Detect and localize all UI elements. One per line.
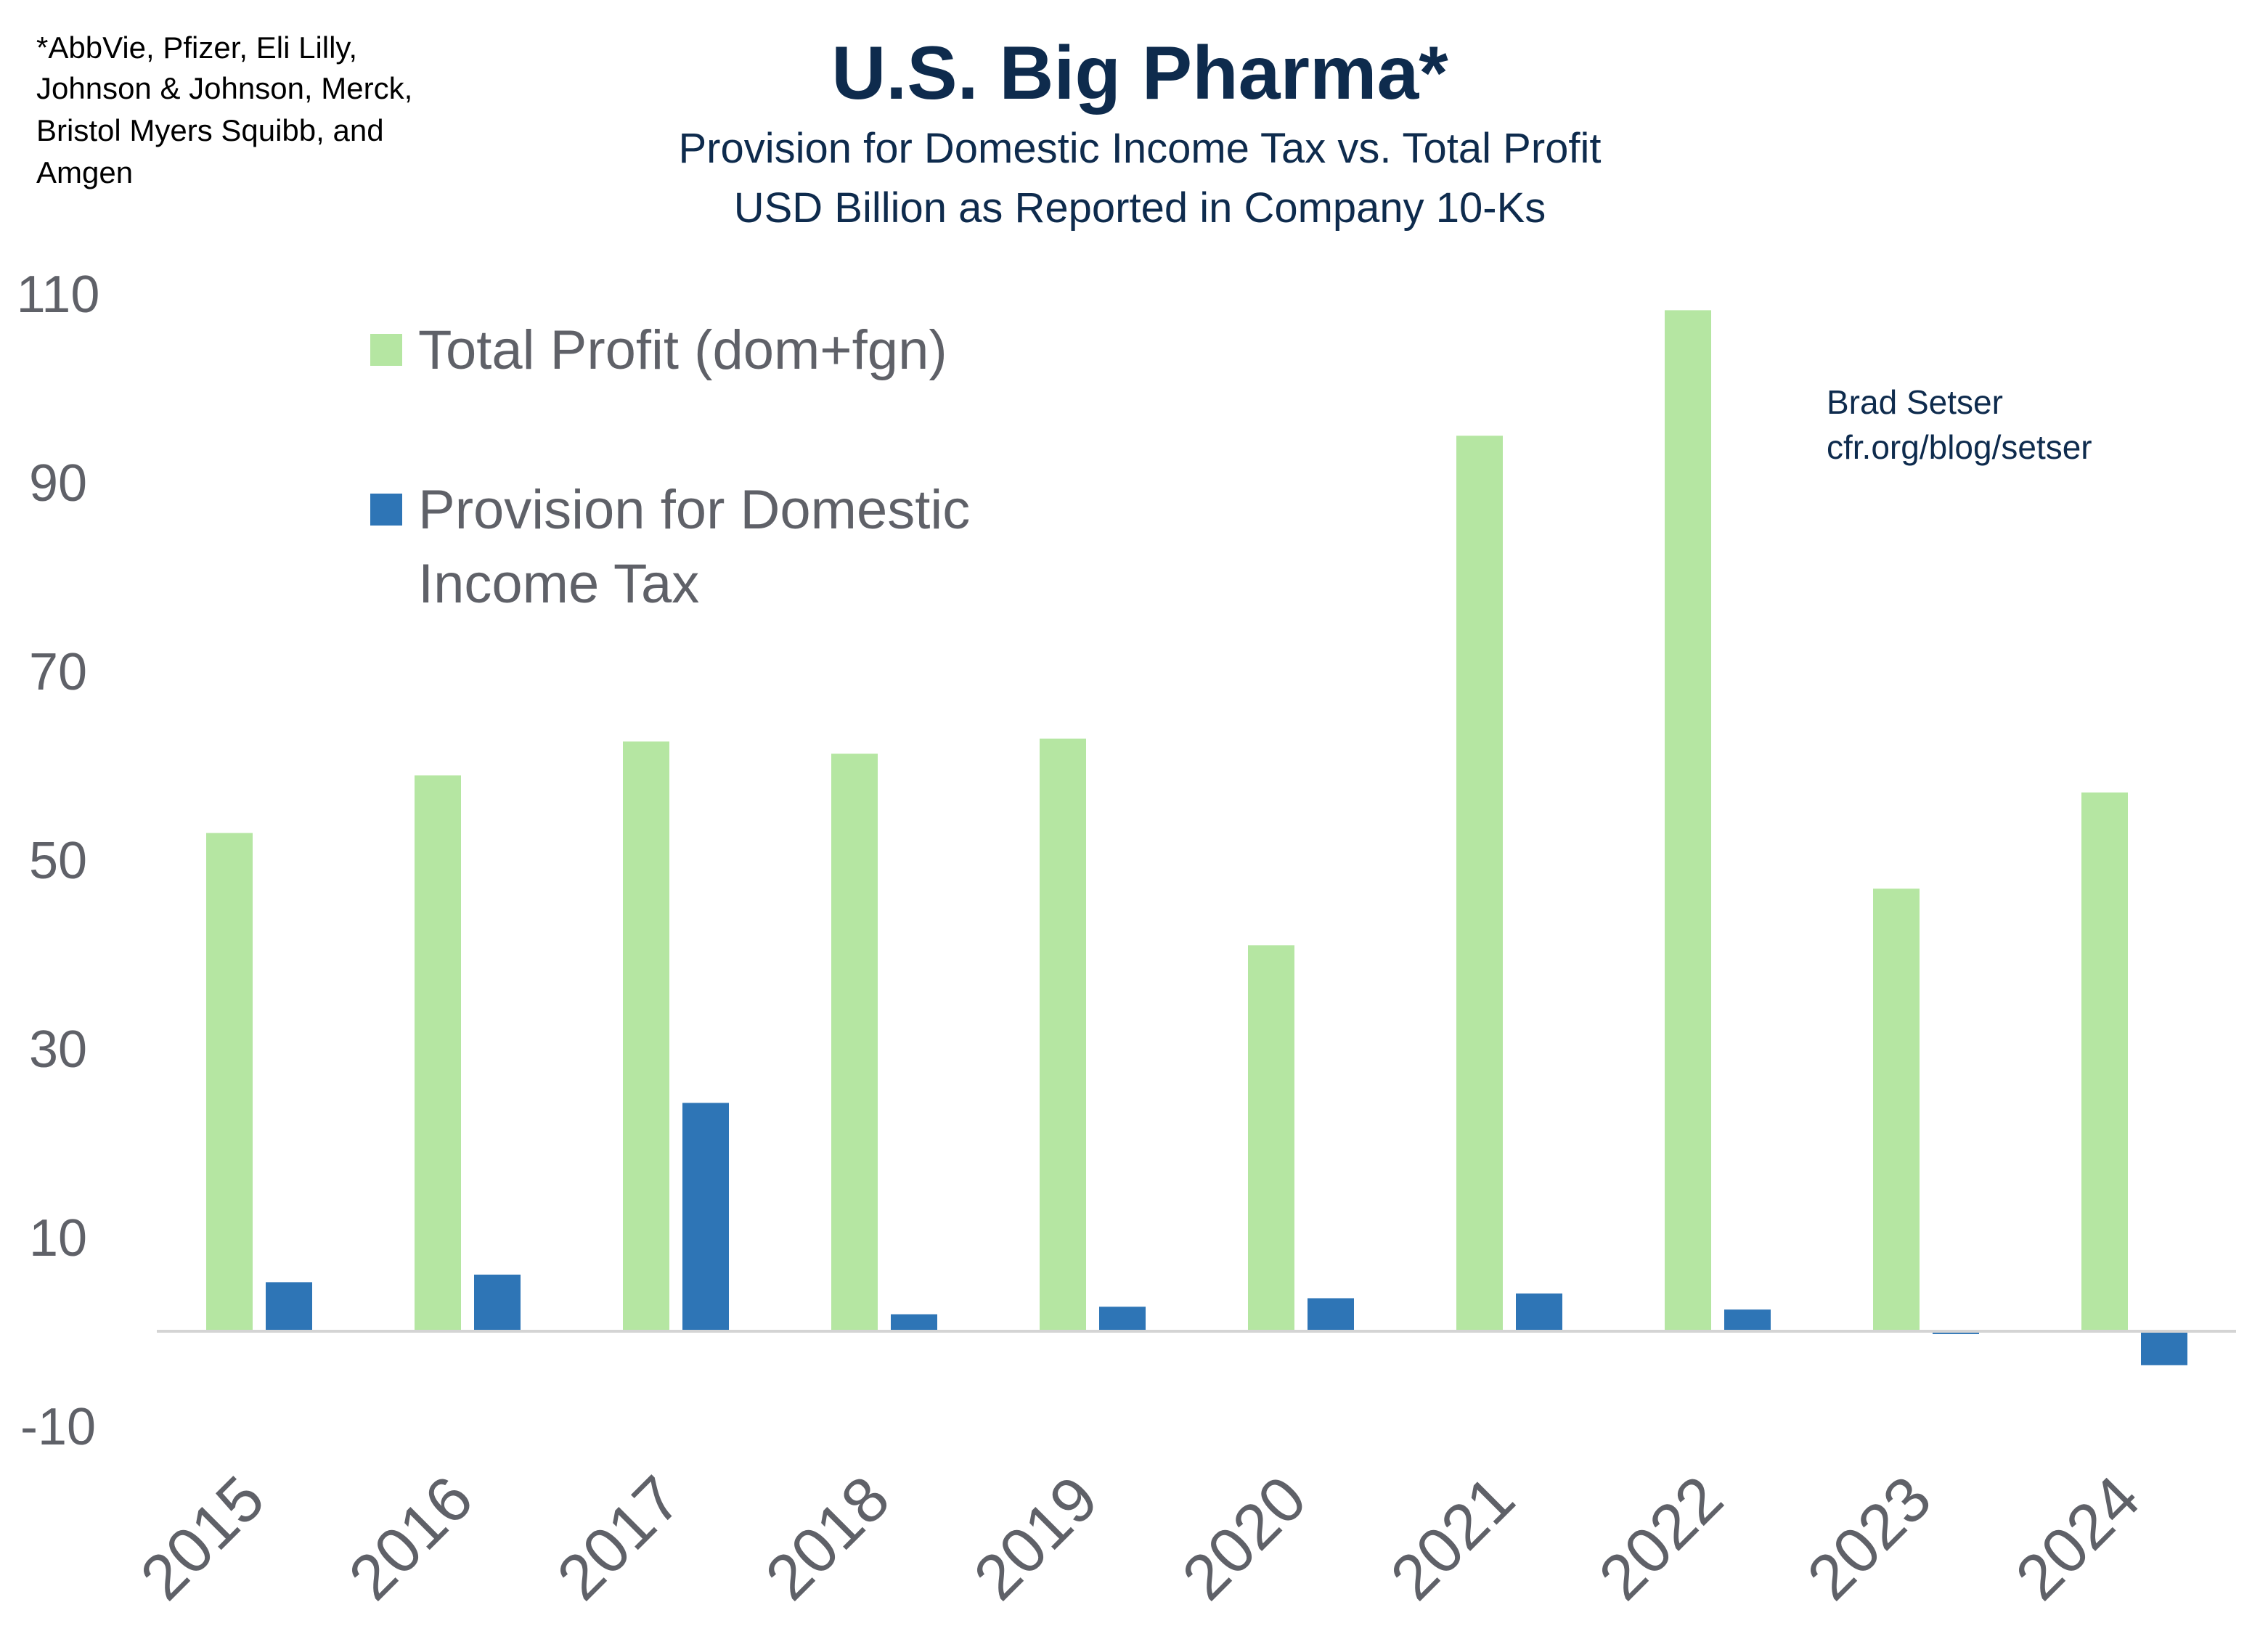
y-tick-label: 70 xyxy=(29,643,87,701)
x-tick-label: 2024 xyxy=(2002,1462,2153,1613)
y-axis: 110 90 70 50 30 10 -10 xyxy=(17,266,100,1456)
bar-tax-provision-2024 xyxy=(2141,1331,2187,1365)
bar-total-profit-2020 xyxy=(1248,945,1294,1331)
author-name: Brad Setser xyxy=(1827,383,2003,421)
bar-total-profit-2018 xyxy=(831,753,878,1331)
chart-subtitle: USD Billion as Reported in Company 10-Ks xyxy=(734,184,1546,232)
bar-total-profit-2023 xyxy=(1873,888,1920,1331)
chart-subtitle: Provision for Domestic Income Tax vs. To… xyxy=(678,125,1601,172)
legend-label-tax: Income Tax xyxy=(418,553,699,615)
bar-total-profit-2022 xyxy=(1665,310,1711,1331)
author-url: cfr.org/blog/setser xyxy=(1827,428,2092,466)
bar-total-profit-2019 xyxy=(1040,738,1086,1331)
x-tick-label: 2017 xyxy=(543,1462,694,1613)
x-tick-label: 2018 xyxy=(751,1462,902,1613)
bar-total-profit-2015 xyxy=(206,833,253,1331)
bar-total-profit-2016 xyxy=(415,775,461,1331)
y-tick-label: 50 xyxy=(29,832,87,890)
x-tick-label: 2022 xyxy=(1585,1462,1736,1613)
bar-tax-provision-2015 xyxy=(266,1282,312,1331)
x-tick-label: 2023 xyxy=(1793,1462,1944,1613)
x-tick-label: 2020 xyxy=(1168,1462,1319,1613)
footnote-line: Bristol Myers Squibb, and xyxy=(36,113,384,147)
footnote-line: Amgen xyxy=(36,155,133,189)
bar-total-profit-2021 xyxy=(1456,436,1503,1331)
legend: Total Profit (dom+fgn) Provision for Dom… xyxy=(370,319,970,615)
x-axis: 2015 2016 2017 2018 2019 2020 2021 2022 2023 2024 xyxy=(126,1462,2153,1613)
legend-swatch-tax xyxy=(370,494,402,526)
x-tick-label: 2016 xyxy=(335,1462,486,1613)
y-tick-label: -10 xyxy=(20,1398,96,1456)
author-credit: Brad Setser cfr.org/blog/setser xyxy=(1827,383,2092,466)
y-tick-label: 90 xyxy=(29,454,87,512)
legend-label-tax: Provision for Domestic xyxy=(418,479,970,541)
bar-tax-provision-2020 xyxy=(1308,1298,1354,1331)
bars xyxy=(206,310,2187,1365)
bar-tax-provision-2017 xyxy=(682,1103,729,1331)
chart-title: U.S. Big Pharma* xyxy=(831,31,1448,115)
footnote-line: *AbbVie, Pfizer, Eli Lilly, xyxy=(36,30,357,65)
bar-total-profit-2017 xyxy=(623,741,669,1331)
legend-label-total-profit: Total Profit (dom+fgn) xyxy=(418,319,947,381)
footnote: *AbbVie, Pfizer, Eli Lilly, Johnson & Jo… xyxy=(36,30,412,189)
x-tick-label: 2021 xyxy=(1376,1462,1527,1613)
y-tick-label: 10 xyxy=(29,1209,87,1267)
bar-tax-provision-2021 xyxy=(1516,1294,1562,1331)
footnote-line: Johnson & Johnson, Merck, xyxy=(36,71,412,105)
bar-tax-provision-2016 xyxy=(474,1275,521,1331)
bar-tax-provision-2019 xyxy=(1099,1307,1146,1331)
y-tick-label: 110 xyxy=(17,266,100,324)
bar-tax-provision-2022 xyxy=(1724,1309,1771,1331)
x-tick-label: 2019 xyxy=(960,1462,1111,1613)
x-tick-label: 2015 xyxy=(126,1462,277,1613)
bar-total-profit-2024 xyxy=(2081,792,2128,1331)
y-tick-label: 30 xyxy=(29,1021,87,1079)
legend-swatch-total-profit xyxy=(370,334,402,366)
bar-tax-provision-2018 xyxy=(891,1314,937,1331)
